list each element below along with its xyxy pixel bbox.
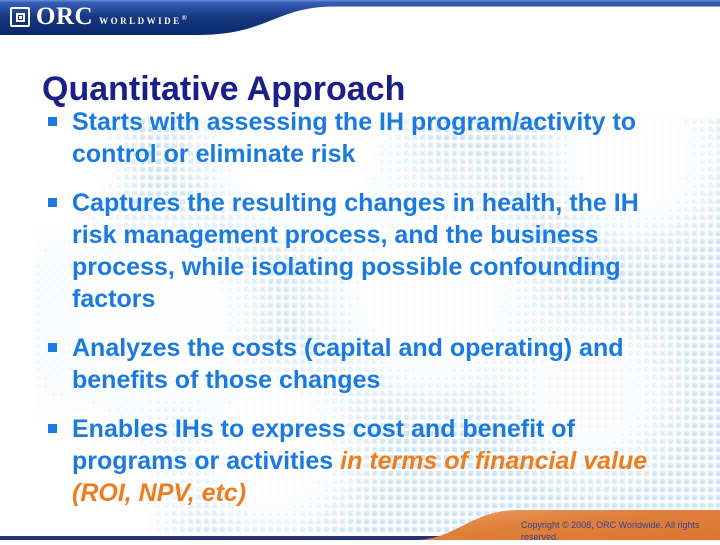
banner-wave-shape bbox=[0, 0, 720, 35]
ribbon-wave-shape bbox=[420, 510, 720, 540]
bullet-item-2: Captures the resulting changes in health… bbox=[46, 187, 658, 315]
bullet-text: Enables IHs to express cost and benefit … bbox=[72, 415, 575, 475]
bullet-square-icon bbox=[48, 198, 57, 207]
bottom-navy-bar bbox=[0, 536, 720, 540]
bullet-item-3: Analyzes the costs (capital and operatin… bbox=[46, 332, 658, 396]
footer-ribbon bbox=[420, 510, 720, 540]
bullet-highlight-text: in terms of financial value (ROI, NPV, e… bbox=[72, 447, 648, 507]
logo-text: ORC bbox=[36, 3, 94, 30]
orc-logo-icon bbox=[10, 7, 30, 27]
bullet-item-4: Enables IHs to express cost and benefit … bbox=[46, 413, 658, 509]
bullet-text: Captures the resulting changes in health… bbox=[72, 189, 639, 313]
bullet-text: Analyzes the costs (capital and operatin… bbox=[72, 334, 624, 394]
logo-worldwide-text: WORLDWIDE® bbox=[99, 14, 187, 26]
bullet-text: Starts with assessing the IH program/act… bbox=[72, 108, 637, 168]
page-title: Quantitative Approach bbox=[42, 70, 406, 108]
bullet-square-icon bbox=[48, 343, 57, 352]
top-banner bbox=[0, 0, 720, 36]
orc-logo-icon-inner bbox=[15, 12, 25, 22]
bullet-list: Starts with assessing the IH program/act… bbox=[46, 106, 658, 526]
orc-logo-icon-core bbox=[18, 15, 22, 19]
bullet-square-icon bbox=[48, 424, 57, 433]
bullet-square-icon bbox=[48, 117, 57, 126]
world-map-white-patches bbox=[0, 110, 720, 540]
orc-logo: ORC WORLDWIDE® bbox=[10, 3, 187, 30]
registered-mark: ® bbox=[181, 14, 187, 22]
bullet-item-1: Starts with assessing the IH program/act… bbox=[46, 106, 658, 170]
copyright-text: Copyright © 2008, ORC Worldwide. All rig… bbox=[521, 520, 700, 542]
